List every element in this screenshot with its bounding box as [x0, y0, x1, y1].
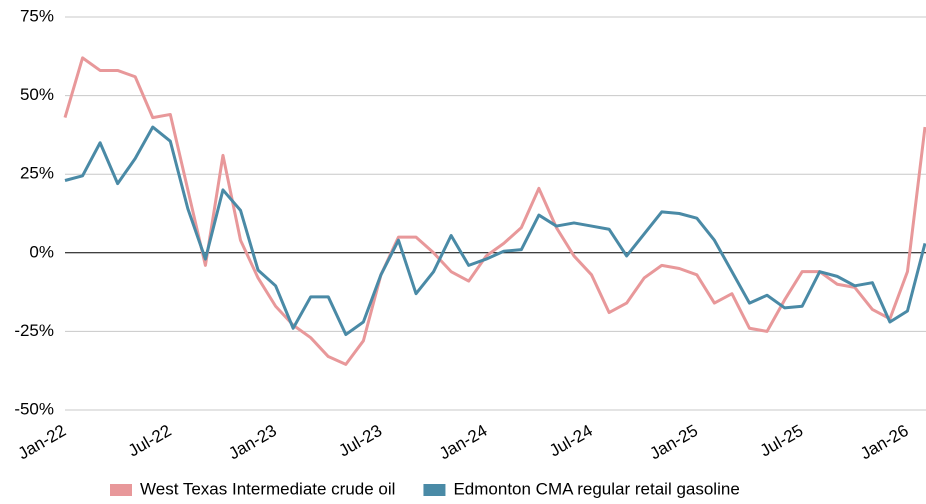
- series-line: [64, 125, 926, 337]
- legend-swatch: [423, 484, 446, 496]
- x-tick-label: Jan-22: [15, 421, 70, 463]
- x-tick-label: Jan-23: [225, 421, 280, 463]
- x-tick-label: Jul-23: [336, 421, 386, 461]
- legend-swatch: [110, 484, 132, 496]
- x-tick-label: Jan-26: [857, 421, 912, 463]
- x-tick-label: Jul-25: [757, 421, 807, 461]
- x-tick-label: Jul-24: [546, 421, 596, 461]
- y-tick-label: 0%: [29, 242, 54, 261]
- y-tick-label: 25%: [20, 164, 54, 183]
- y-tick-label: -50%: [14, 399, 54, 418]
- legend-label: Edmonton CMA regular retail gasoline: [453, 479, 739, 498]
- y-tick-label: 75%: [20, 6, 54, 25]
- y-tick-label: 50%: [20, 85, 54, 104]
- x-tick-label: Jan-24: [436, 421, 491, 463]
- y-tick-label: -25%: [14, 321, 54, 340]
- legend-label: West Texas Intermediate crude oil: [140, 479, 395, 498]
- x-tick-label: Jul-22: [125, 421, 175, 461]
- series-line: [63, 56, 926, 366]
- x-tick-label: Jan-25: [647, 421, 702, 463]
